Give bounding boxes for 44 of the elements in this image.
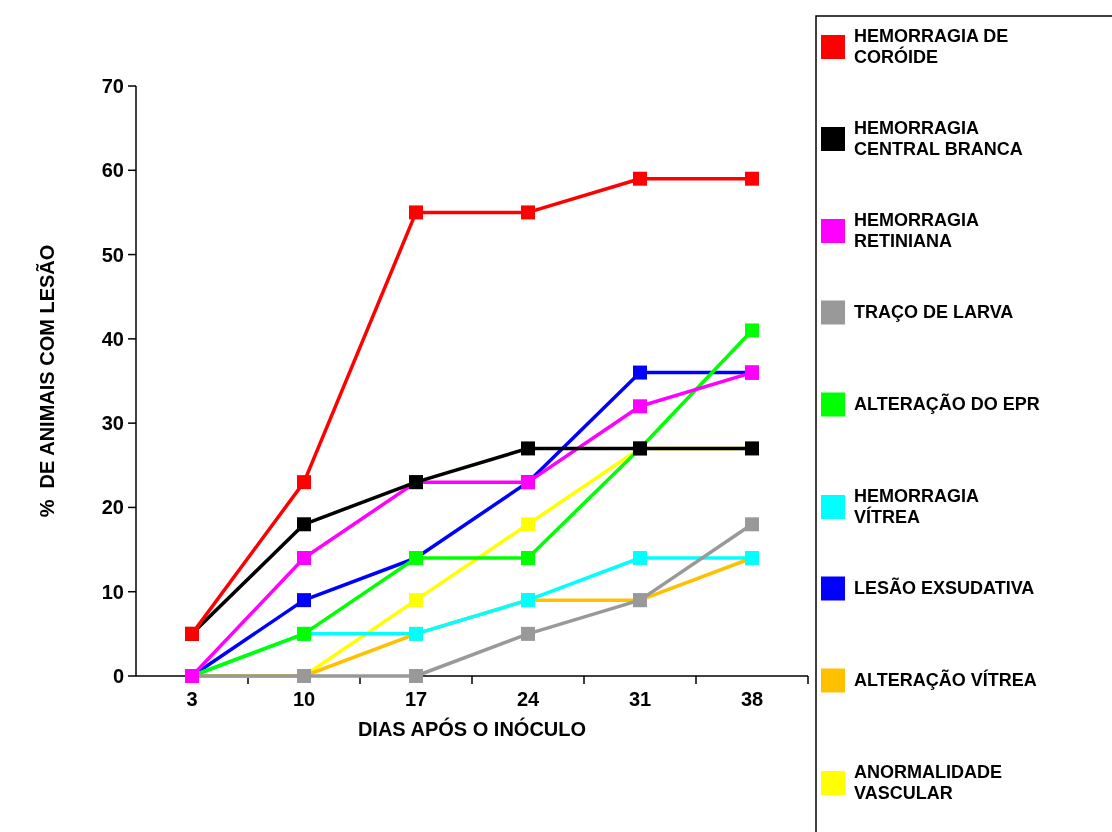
point (409, 669, 423, 683)
point (521, 205, 535, 220)
legend-label: ANORMALIDADE VASCULAR (854, 762, 1002, 803)
legend-label: HEMORRAGIA VÍTREA (854, 486, 979, 527)
legend-label: HEMORRAGIA RETINIANA (854, 210, 979, 251)
legend-label: ALTERAÇÃO DO EPR (854, 393, 1040, 414)
x-tick-label: 3 (186, 688, 198, 710)
point (633, 365, 647, 380)
point (521, 441, 535, 456)
point (297, 475, 311, 490)
x-tick-label: 17 (404, 688, 428, 710)
point (297, 593, 311, 608)
x-tick-label: 24 (516, 688, 540, 710)
legend-label: HEMORRAGIA DE CORÓIDE (854, 26, 1009, 67)
legend-label: ALTERAÇÃO VÍTREA (854, 669, 1037, 690)
point (745, 517, 759, 532)
point (409, 593, 423, 608)
point (521, 551, 535, 565)
legend-label: HEMORRAGIA CENTRAL BRANCA (854, 118, 1023, 159)
point (297, 551, 311, 565)
y-tick-label: 60 (101, 159, 124, 182)
y-tick-label: 40 (101, 327, 124, 350)
y-tick-label: 0 (112, 665, 124, 687)
x-tick-label: 10 (292, 688, 316, 710)
y-tick-label: 70 (101, 75, 124, 97)
point (297, 517, 311, 532)
y-tick-label: 30 (101, 412, 124, 435)
point (521, 626, 535, 641)
y-tick-label: 20 (101, 496, 124, 519)
x-axis-title: DIAS APÓS O INÓCULO (357, 717, 587, 740)
legend-label: TRAÇO DE LARVA (854, 302, 1014, 322)
x-tick-label: 31 (628, 688, 652, 710)
point (633, 551, 647, 565)
point (745, 323, 759, 338)
legend-label: LESÃO EXSUDATIVA (854, 577, 1035, 598)
point (745, 171, 759, 186)
y-axis-title: % DE ANIMAIS COM LESÃO (36, 244, 58, 518)
y-tick-label: 50 (101, 243, 124, 266)
point (633, 399, 647, 414)
point (521, 517, 535, 532)
x-tick-label: 38 (740, 688, 764, 710)
y-tick-label: 10 (101, 580, 124, 603)
point (633, 171, 647, 186)
point (409, 205, 423, 220)
